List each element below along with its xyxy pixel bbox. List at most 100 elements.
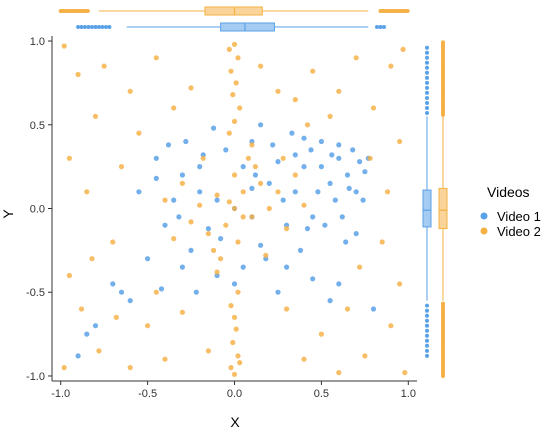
scatter-point-1: [249, 185, 255, 191]
scatter-point-2: [318, 331, 324, 337]
scatter-points: [61, 41, 408, 377]
scatter-point-2: [96, 348, 102, 354]
scatter-point-2: [228, 68, 234, 74]
scatter-point-1: [183, 138, 189, 145]
scatter-point-2: [228, 303, 234, 309]
y-marginal-outlier-1: [425, 65, 429, 70]
scatter-point-1: [158, 286, 165, 292]
scatter-point-1: [197, 189, 203, 195]
scatter-point-2: [388, 323, 394, 329]
scatter-point-1: [258, 122, 264, 128]
right-marginal-boxplots: [422, 40, 448, 378]
scatter-point-2: [113, 314, 119, 320]
x-marginal-outlier-1: [76, 25, 81, 29]
scatter-point-1: [280, 197, 286, 203]
scatter-point-1: [370, 306, 377, 312]
scatter-point-1: [118, 289, 125, 295]
scatter-point-2: [231, 314, 238, 320]
y-marginal-outlier-1: [425, 313, 429, 318]
scatter-point-1: [275, 159, 281, 165]
scatter-point-1: [179, 264, 185, 270]
scatter-point-2: [214, 192, 220, 198]
scatter-point-2: [258, 180, 264, 186]
scatter-point-1: [240, 264, 246, 270]
scatter-point-2: [284, 226, 290, 232]
scatter-point-2: [228, 365, 234, 371]
scatter-point-1: [308, 147, 314, 153]
scatter-point-2: [205, 231, 211, 237]
scatter-point-2: [162, 197, 168, 203]
scatter-point-1: [231, 281, 238, 287]
x-tick-label: -1.0: [51, 388, 70, 400]
scatter-point-1: [223, 147, 229, 153]
scatter-point-2: [237, 105, 243, 111]
y-tick-label: 0.5: [30, 120, 45, 132]
scatter-point-2: [344, 306, 351, 312]
y-marginal-outlier-1: [425, 348, 429, 353]
scatter-point-2: [384, 189, 391, 195]
scatter-point-1: [284, 264, 290, 270]
scatter-point-2: [66, 155, 72, 161]
x-marginal-outlier-1: [375, 25, 379, 29]
scatter-point-2: [266, 205, 272, 212]
scatter-point-2: [370, 105, 377, 111]
scatter-point-1: [289, 130, 295, 136]
scatter-point-2: [153, 55, 159, 61]
scatter-point-1: [275, 289, 281, 295]
scatter-point-1: [353, 231, 359, 237]
x-marginal-box-1: [220, 22, 275, 32]
scatter-point-1: [197, 164, 203, 170]
scatter-point-1: [75, 353, 81, 359]
scatter-point-1: [171, 197, 177, 203]
y-marginal-outlier-1: [425, 343, 429, 348]
scatter-point-2: [235, 353, 241, 359]
scatter-point-2: [292, 97, 298, 103]
y-marginal-outlier-1: [425, 75, 429, 80]
scatter-point-1: [188, 247, 194, 253]
x-marginal-box-2: [204, 6, 263, 16]
scatter-point-2: [231, 118, 238, 124]
scatter-point-2: [249, 214, 255, 220]
scatter-point-1: [110, 281, 116, 287]
scatter-point-1: [179, 172, 185, 178]
scatter-point-1: [252, 172, 258, 178]
scatter-point-1: [214, 197, 220, 203]
scatter-point-2: [258, 63, 264, 69]
scatter-point-1: [346, 185, 352, 191]
scatter-point-1: [336, 281, 342, 287]
y-marginal-outlier-1: [425, 55, 429, 60]
y-tick-label: -1.0: [26, 371, 45, 383]
scatter-point-2: [353, 55, 359, 61]
y-marginal-outlier-1: [425, 70, 429, 75]
scatter-point-2: [367, 155, 373, 161]
scatter-point-2: [233, 80, 239, 86]
scatter-point-1: [205, 226, 211, 232]
y-marginal-outlier-1: [425, 328, 429, 333]
x-marginal-outlier-1: [83, 25, 87, 29]
scatter-point-2: [145, 323, 151, 329]
scatter-point-1: [145, 256, 151, 262]
scatter-point-1: [343, 239, 349, 245]
scatter-point-2: [197, 202, 203, 208]
y-tick-label: -0.5: [26, 287, 45, 299]
scatter-point-2: [240, 214, 246, 220]
x-marginal-outlier-1: [378, 25, 383, 29]
x-marginal-outlier-1: [93, 25, 98, 29]
y-marginal-outlier-1: [425, 111, 429, 115]
scatter-point-1: [360, 197, 366, 203]
scatter-point-2: [226, 130, 232, 136]
scatter-point-1: [297, 247, 304, 253]
x-marginal-outlier-1: [103, 25, 108, 29]
scatter-point-2: [292, 172, 298, 178]
scatter-point-2: [84, 189, 90, 195]
legend-label-video-1: Video 1: [497, 209, 541, 224]
y-marginal-outlier-1: [425, 96, 429, 100]
scatter-point-1: [211, 125, 217, 131]
scatter-point-2: [92, 113, 99, 119]
scatter-point-2: [179, 180, 185, 186]
scatter-point-1: [165, 142, 172, 148]
scatter-plot-panel: -1.0 -0.5 0.0 0.5 1.0 -1.0 -0.5 0.0 0.5 1.0: [26, 36, 417, 400]
y-marginal-outlier-1: [425, 90, 429, 95]
top-marginal-boxplots: [58, 6, 410, 32]
